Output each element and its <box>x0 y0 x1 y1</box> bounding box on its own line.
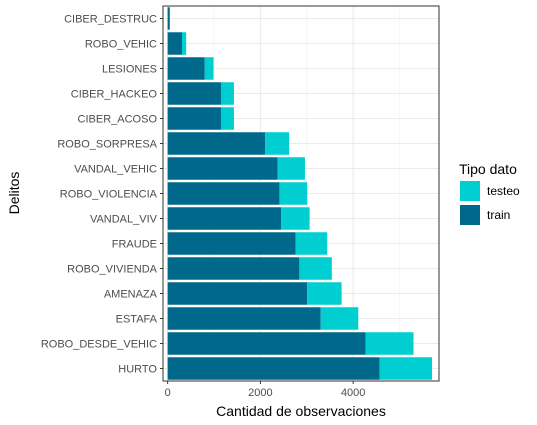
bar-train-estafa <box>167 307 321 330</box>
bar-testeo-robo-violencia <box>279 182 308 205</box>
bar-testeo-hurto <box>379 357 433 380</box>
y-axis-title: Delitos <box>6 172 22 215</box>
bar-train-robo-violencia <box>167 182 280 205</box>
bars <box>167 7 433 380</box>
legend-key-testeo <box>460 181 480 201</box>
bar-train-vandal-viv <box>167 207 282 230</box>
bar-testeo-robo-sorpresa <box>265 132 290 155</box>
y-tick-label: HURTO <box>118 364 157 376</box>
bar-train-lesiones <box>167 57 205 80</box>
y-tick-label: ROBO_DESDE_VEHIC <box>41 339 157 351</box>
bar-train-fraude <box>167 232 296 255</box>
y-tick-label: LESIONES <box>102 64 157 76</box>
y-tick-label: CIBER_HACKEO <box>71 89 158 101</box>
y-tick-label: FRAUDE <box>112 239 157 251</box>
y-tick-label: ESTAFA <box>116 314 158 326</box>
legend-title: Tipo dato <box>459 161 517 177</box>
bar-train-ciber-destruc <box>167 7 170 30</box>
legend-label-train: train <box>487 208 510 222</box>
y-tick-label: ROBO_VIVIENDA <box>67 264 158 276</box>
y-tick-label: VANDAL_VEHIC <box>74 164 157 176</box>
y-tick-label: ROBO_SORPRESA <box>57 139 157 151</box>
legend-items: testeo train <box>460 181 520 225</box>
bar-testeo-robo-desde-vehic <box>365 332 414 355</box>
x-tick-label: 4000 <box>341 387 365 399</box>
bar-train-hurto <box>167 357 380 380</box>
y-ticks: HURTO ROBO_DESDE_VEHIC ESTAFA AMENAZA ROBO_V… <box>41 14 163 376</box>
bar-train-robo-vehic <box>167 32 183 55</box>
x-tick-label: 0 <box>165 387 171 399</box>
bar-testeo-vandal-viv <box>281 207 310 230</box>
legend: Tipo dato testeo train <box>459 161 520 225</box>
y-tick-label: ROBO_VIOLENCIA <box>60 189 158 201</box>
y-tick-label: ROBO_VEHIC <box>85 39 157 51</box>
bar-testeo-vandal-vehic <box>277 157 305 180</box>
y-tick-label: VANDAL_VIV <box>90 214 158 226</box>
bar-testeo-robo-vivienda <box>299 257 332 280</box>
bar-train-robo-sorpresa <box>167 132 266 155</box>
bar-testeo-ciber-hackeo <box>220 82 234 105</box>
legend-label-testeo: testeo <box>487 184 520 198</box>
y-tick-label: AMENAZA <box>104 289 158 301</box>
bar-testeo-lesiones <box>204 57 214 80</box>
bar-train-robo-desde-vehic <box>167 332 366 355</box>
y-tick-label: CIBER_ACOSO <box>78 114 158 126</box>
bar-testeo-robo-vehic <box>182 32 187 55</box>
x-tick-label: 2000 <box>248 387 272 399</box>
bar-testeo-amenaza <box>307 282 342 305</box>
bar-train-ciber-hackeo <box>167 82 221 105</box>
y-tick-label: CIBER_DESTRUC <box>64 14 157 26</box>
bar-testeo-ciber-acoso <box>220 107 234 130</box>
bar-train-robo-vivienda <box>167 257 300 280</box>
x-axis-title: Cantidad de observaciones <box>216 403 386 419</box>
legend-key-train <box>460 205 480 225</box>
bar-testeo-estafa <box>320 307 359 330</box>
bar-testeo-fraude <box>295 232 328 255</box>
bar-train-vandal-vehic <box>167 157 278 180</box>
bar-train-amenaza <box>167 282 308 305</box>
x-ticks: 0 2000 4000 <box>165 381 365 399</box>
bar-train-ciber-acoso <box>167 107 221 130</box>
